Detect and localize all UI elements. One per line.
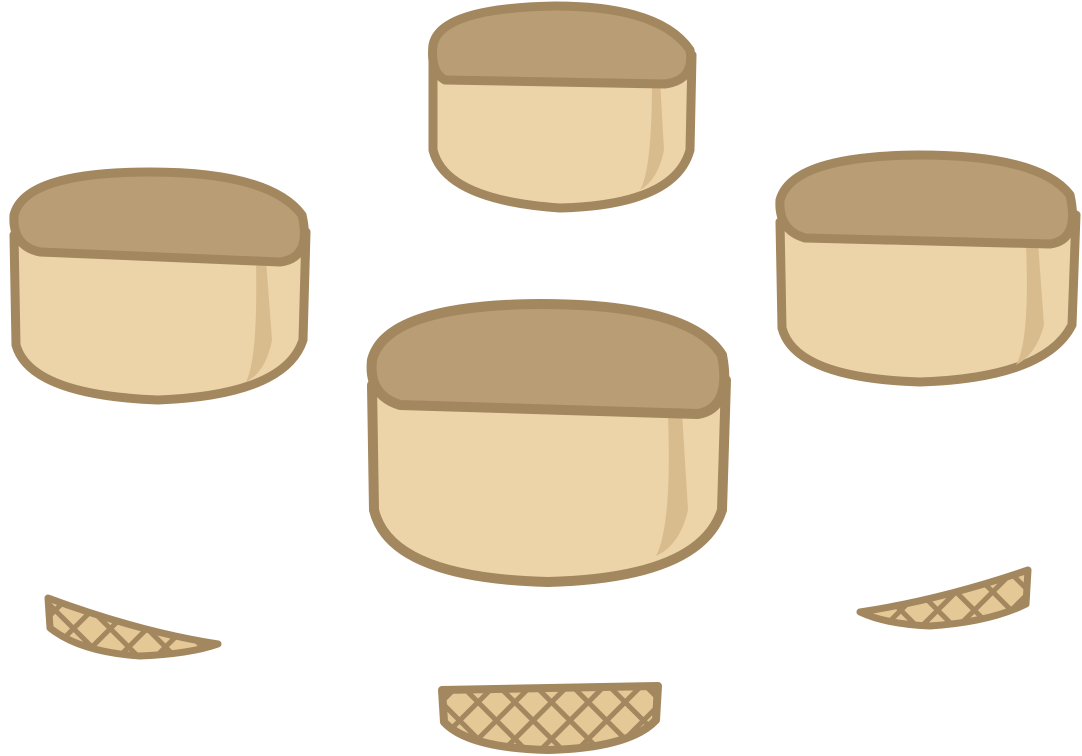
wicker-base-front xyxy=(438,682,662,754)
stool-front[interactable] xyxy=(366,299,731,587)
stool-right-body-shade xyxy=(1016,242,1044,365)
stool-front-cushion xyxy=(366,299,730,419)
wicker-base-right xyxy=(856,566,1032,630)
wicker-base-left xyxy=(44,594,222,660)
stool-back-cushion xyxy=(428,1,696,89)
stool-right-cushion xyxy=(775,150,1077,249)
stool-right[interactable] xyxy=(775,150,1081,387)
stool-back[interactable] xyxy=(428,1,697,213)
stool-left-cushion xyxy=(9,167,309,267)
stool-left-body xyxy=(9,227,311,405)
stool-right-body xyxy=(775,210,1081,387)
stool-front-body-shade xyxy=(656,412,688,556)
stool-left-body-shade xyxy=(246,260,272,382)
stool-front-body xyxy=(367,375,731,587)
stool-left[interactable] xyxy=(9,167,311,405)
stool-back-body-shade xyxy=(640,80,664,190)
stool-back-body xyxy=(428,50,697,213)
